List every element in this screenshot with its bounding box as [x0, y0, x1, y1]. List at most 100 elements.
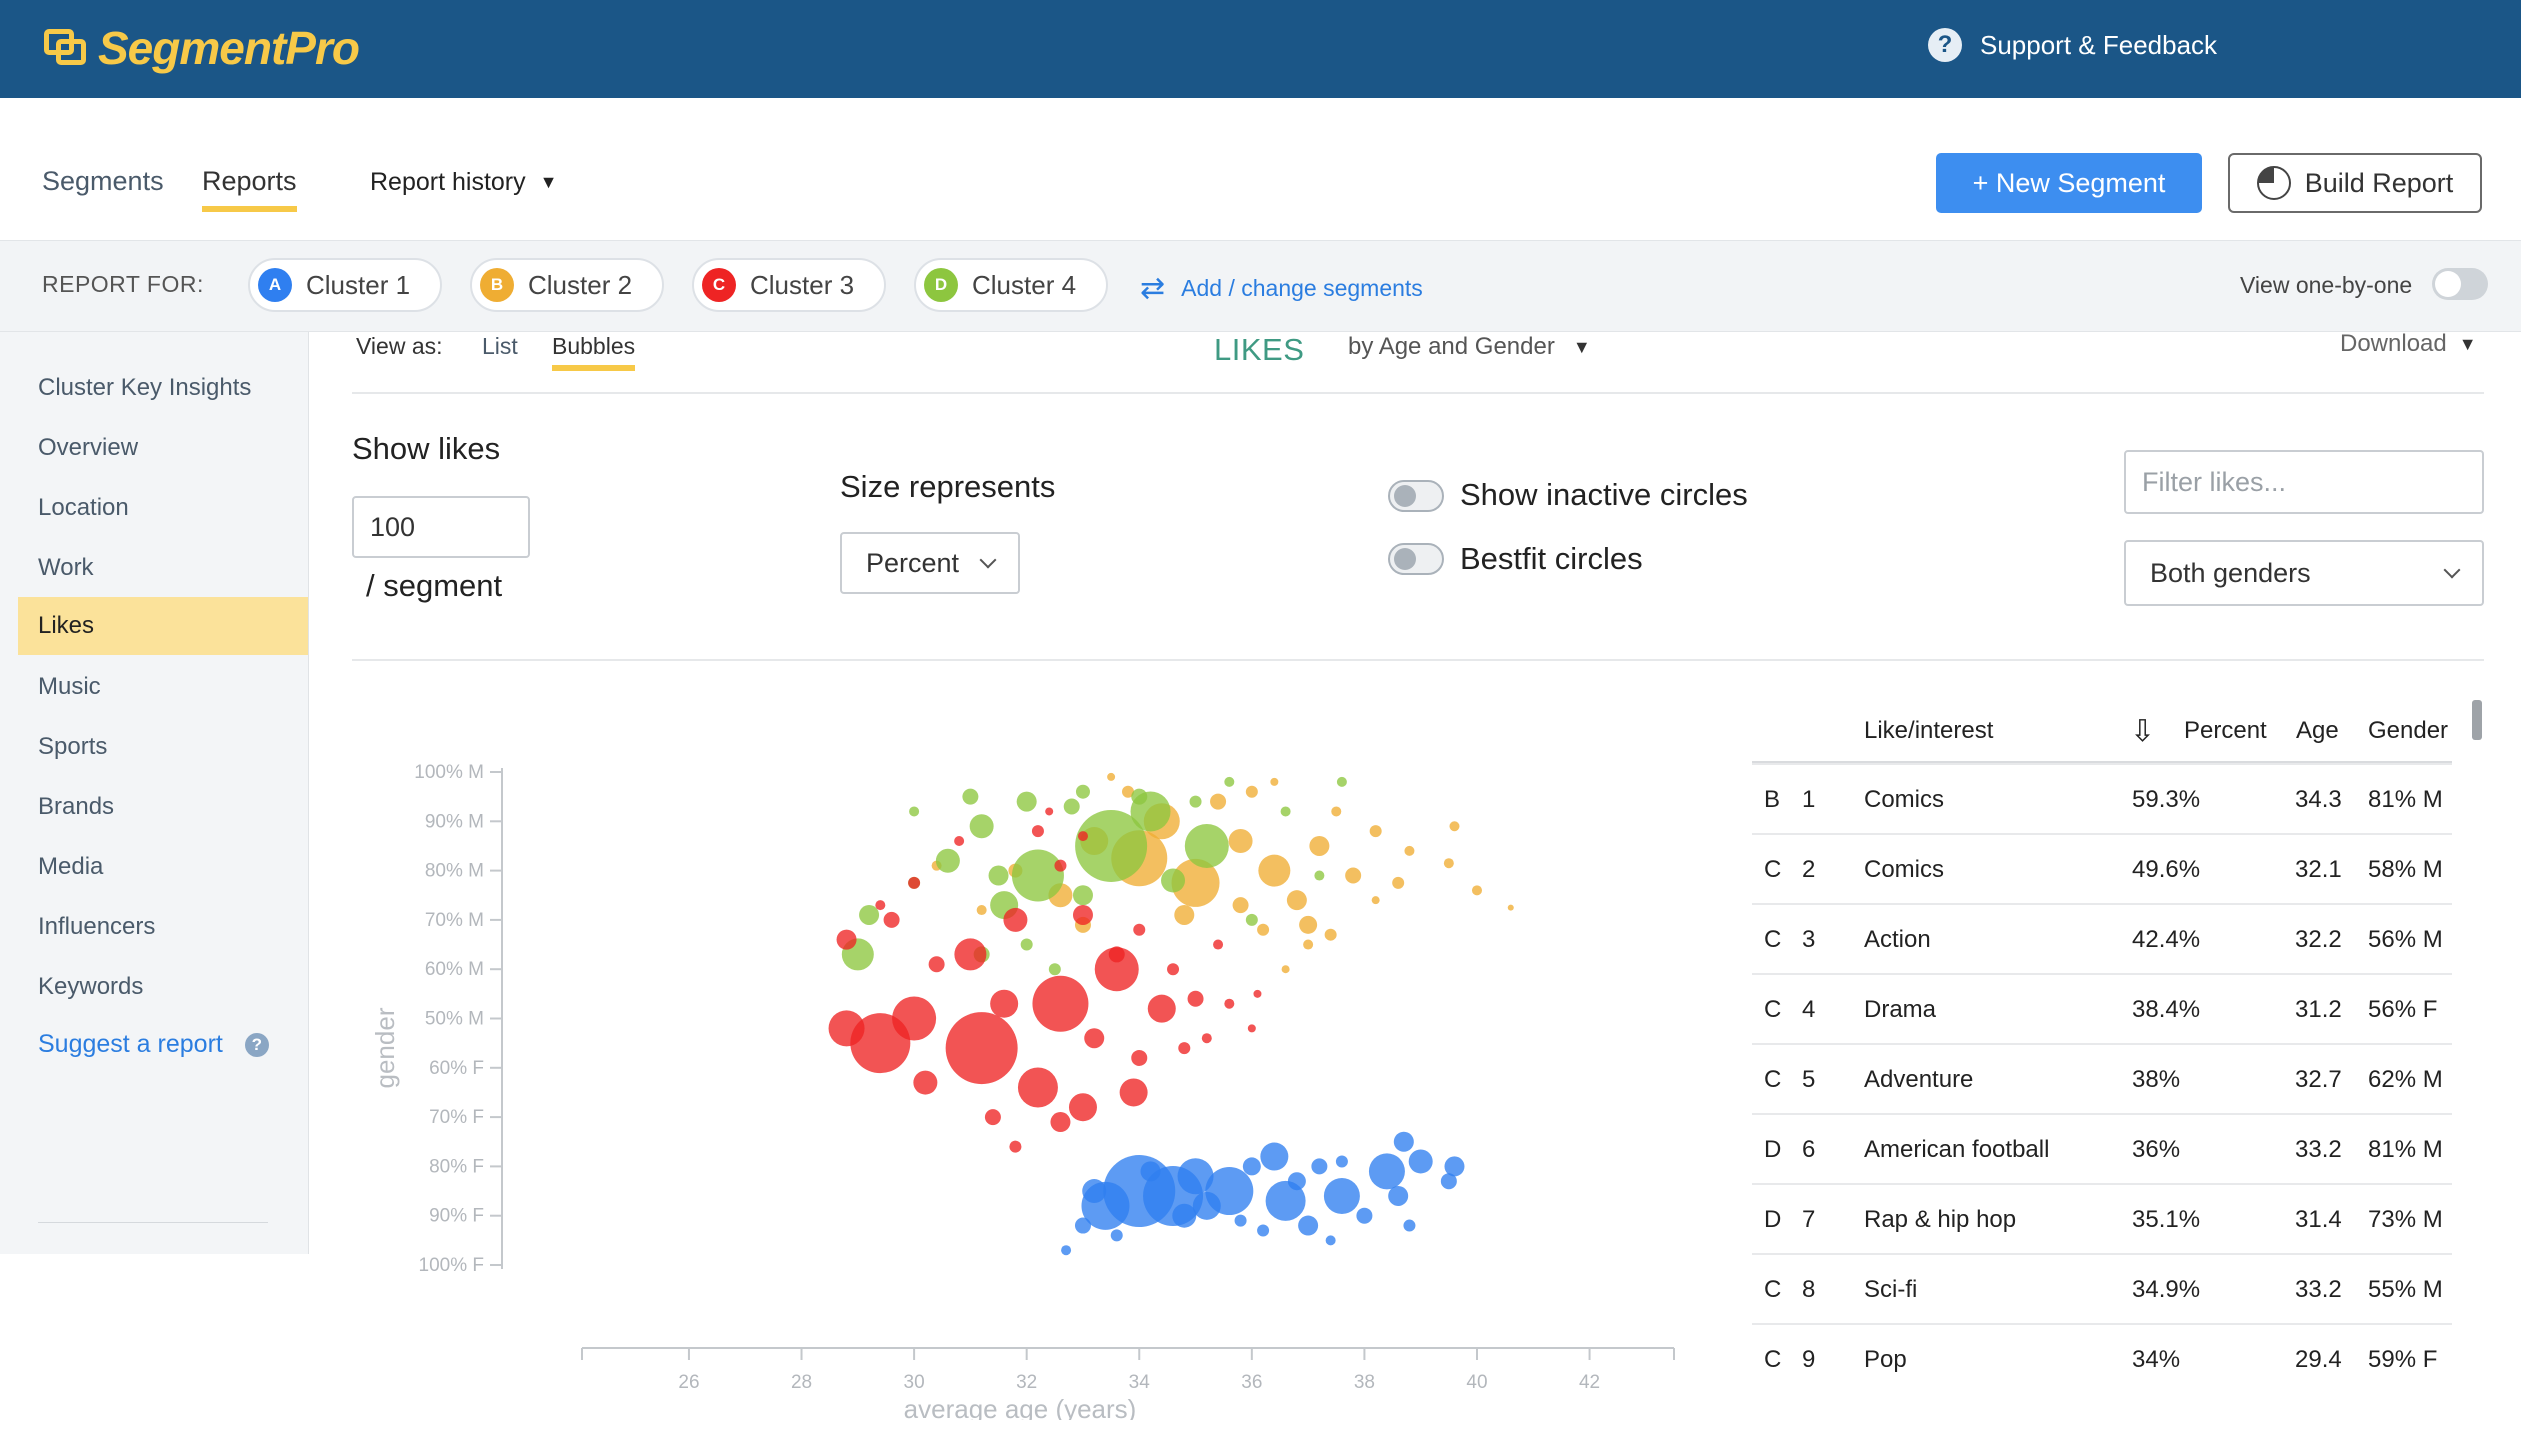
- bubble-cluster-c: [1094, 947, 1139, 992]
- cell-like: Comics: [1864, 786, 1945, 813]
- bubble-cluster-c: [1084, 1028, 1105, 1049]
- table-row[interactable]: C 8 Sci-fi 34.9% 33.2 55% M: [1752, 1253, 2452, 1323]
- cluster-chip-label: Cluster 1: [306, 269, 411, 300]
- bestfit-label: Bestfit circles: [1460, 541, 1643, 576]
- sidebar-item-location[interactable]: Location: [38, 494, 129, 521]
- bestfit-toggle[interactable]: [1388, 543, 1444, 575]
- table-header-divider: [1752, 761, 2452, 763]
- table-row[interactable]: C 9 Pop 34% 29.4 59% F: [1752, 1323, 2452, 1393]
- support-feedback-link[interactable]: ? Support & Feedback: [1928, 28, 2217, 62]
- bubble-cluster-a: [1368, 1153, 1405, 1190]
- view-bubbles-tab[interactable]: Bubbles: [552, 333, 636, 371]
- sidebar-divider: [38, 1222, 268, 1223]
- tab-segments[interactable]: Segments: [42, 166, 164, 196]
- bubble-cluster-d: [969, 814, 994, 839]
- bubble-cluster-c: [1017, 1067, 1058, 1108]
- sidebar-item-influencers[interactable]: Influencers: [38, 913, 156, 940]
- breakdown-dropdown[interactable]: by Age and Gender ▼: [1348, 333, 1591, 361]
- new-segment-button[interactable]: + New Segment: [1936, 153, 2202, 213]
- gender-select[interactable]: Both genders: [2124, 540, 2484, 606]
- table-row[interactable]: B 1 Comics 59.3% 34.3 81% M: [1752, 763, 2452, 833]
- app-logo[interactable]: SegmentPro: [44, 18, 360, 78]
- sidebar-item-sports[interactable]: Sports: [38, 733, 108, 760]
- bubble-cluster-b: [1371, 896, 1380, 905]
- view-one-by-one-toggle[interactable]: [2432, 268, 2488, 300]
- bubble-cluster-c: [1247, 1024, 1256, 1033]
- cluster-badge: D: [924, 268, 958, 302]
- cell-rank: 3: [1802, 926, 1816, 953]
- bubble-cluster-b: [1309, 835, 1330, 856]
- x-tick-label: 36: [1241, 1372, 1262, 1393]
- sidebar-item-overview[interactable]: Overview: [38, 434, 139, 461]
- sidebar-item-likes[interactable]: Likes: [18, 597, 308, 655]
- bubble-cluster-b: [1404, 845, 1415, 856]
- bubble-cluster-a: [1323, 1177, 1360, 1214]
- cell-cluster: C: [1764, 1346, 1782, 1373]
- bubble-cluster-b: [1281, 965, 1290, 974]
- table-scrollbar[interactable]: [2472, 700, 2482, 740]
- bubble-cluster-d: [1280, 806, 1291, 817]
- sidebar-item-brands[interactable]: Brands: [38, 793, 115, 820]
- refresh-icon: ⇄: [1140, 272, 1166, 305]
- col-header-age[interactable]: Age: [2296, 717, 2339, 744]
- bubble-cluster-d: [1075, 809, 1148, 882]
- triangle-down-icon: ▼: [1572, 336, 1591, 357]
- cell-percent: 36%: [2132, 1136, 2181, 1163]
- sidebar-item-work[interactable]: Work: [38, 554, 94, 581]
- bubble-cluster-c: [1147, 994, 1176, 1023]
- filter-likes-input[interactable]: Filter likes...: [2124, 450, 2484, 514]
- cell-gender: 58% M: [2368, 856, 2443, 883]
- bubble-cluster-a: [1242, 1157, 1261, 1176]
- report-history-dropdown[interactable]: Report history ▼: [370, 168, 557, 197]
- col-header-gender[interactable]: Gender: [2368, 717, 2449, 744]
- report-title: LIKES: [1214, 332, 1305, 367]
- table-row[interactable]: C 3 Action 42.4% 32.2 56% M: [1752, 903, 2452, 973]
- cluster-chip-1[interactable]: A Cluster 1: [248, 258, 443, 312]
- cell-gender: 55% M: [2368, 1276, 2443, 1303]
- table-row[interactable]: D 7 Rap & hip hop 35.1% 31.4 73% M: [1752, 1183, 2452, 1253]
- download-dropdown[interactable]: Download ▼: [2340, 330, 2477, 358]
- cell-gender: 56% M: [2368, 926, 2443, 953]
- size-represents-select[interactable]: Percent: [840, 532, 1020, 594]
- bubble-cluster-d: [1224, 776, 1235, 787]
- bubble-cluster-a: [1110, 1229, 1123, 1242]
- view-list-tab[interactable]: List: [482, 333, 518, 359]
- suggest-report-link[interactable]: Suggest a report ?: [38, 1030, 269, 1059]
- cluster-chip-4[interactable]: D Cluster 4: [914, 258, 1109, 312]
- cell-percent: 38.4%: [2132, 996, 2201, 1023]
- help-icon: ?: [244, 1032, 269, 1057]
- bubble-cluster-b: [1232, 897, 1249, 914]
- sidebar-item-cluster-key-insights[interactable]: Cluster Key Insights: [38, 374, 252, 401]
- table-row[interactable]: C 4 Drama 38.4% 31.2 56% F: [1752, 973, 2452, 1043]
- cell-rank: 5: [1802, 1066, 1816, 1093]
- cluster-chip-2[interactable]: B Cluster 2: [470, 258, 665, 312]
- sidebar-item-keywords[interactable]: Keywords: [38, 973, 144, 1000]
- cell-percent: 34%: [2132, 1346, 2181, 1373]
- col-header-like[interactable]: Like/interest: [1864, 717, 1994, 744]
- bubble-cluster-c: [1031, 825, 1044, 838]
- bubble-cluster-c: [1178, 1042, 1191, 1055]
- bubble-cluster-d: [1063, 798, 1080, 815]
- bubble-cluster-a: [1234, 1214, 1247, 1227]
- show-inactive-toggle[interactable]: [1388, 480, 1444, 512]
- bubble-cluster-c: [1032, 975, 1089, 1032]
- cluster-chip-3[interactable]: C Cluster 3: [692, 258, 887, 312]
- cell-cluster: C: [1764, 926, 1782, 953]
- bubble-cluster-c: [928, 956, 945, 973]
- build-report-button[interactable]: Build Report: [2228, 153, 2482, 213]
- sort-descending-icon[interactable]: ⇩: [2130, 715, 2156, 748]
- show-likes-input[interactable]: 100: [352, 496, 530, 558]
- table-row[interactable]: C 2 Comics 49.6% 32.1 58% M: [1752, 833, 2452, 903]
- bubble-cluster-c: [1003, 907, 1028, 932]
- col-header-percent[interactable]: Percent: [2184, 717, 2267, 744]
- sidebar-item-music[interactable]: Music: [38, 673, 101, 700]
- add-change-segments-link[interactable]: ⇄ Add / change segments: [1140, 271, 1423, 306]
- bubble-cluster-a: [1444, 1156, 1465, 1177]
- bubble-cluster-c: [1201, 1033, 1212, 1044]
- triangle-down-icon: ▼: [539, 172, 558, 192]
- y-axis-label: gender: [370, 1007, 400, 1088]
- tab-reports[interactable]: Reports: [202, 166, 297, 212]
- sidebar-item-media[interactable]: Media: [38, 853, 104, 880]
- table-row[interactable]: D 6 American football 36% 33.2 81% M: [1752, 1113, 2452, 1183]
- table-row[interactable]: C 5 Adventure 38% 32.7 62% M: [1752, 1043, 2452, 1113]
